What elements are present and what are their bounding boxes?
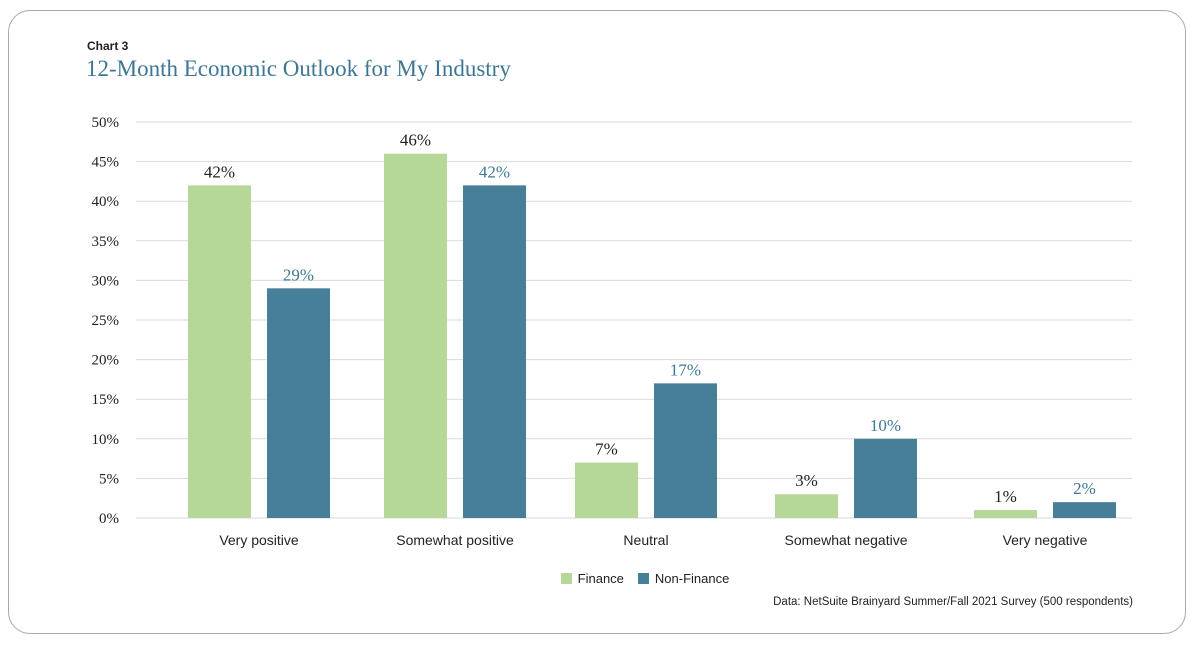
legend-label-finance: Finance	[577, 571, 624, 586]
bar-non-finance-somewhat-negative	[854, 438, 917, 518]
y-axis-ticks: 0% 5% 10% 15% 20% 25% 30% 35% 40% 45% 50%	[92, 115, 120, 527]
data-label-finance-somewhat-positive: 46%	[400, 131, 431, 150]
bar-finance-neutral	[575, 462, 638, 518]
legend-swatch-non-finance	[637, 573, 649, 584]
data-label-finance-very-negative: 1%	[994, 487, 1017, 506]
legend-swatch-finance	[560, 573, 572, 584]
bar-non-finance-very-negative	[1053, 502, 1116, 518]
y-tick-label: 5%	[99, 471, 119, 487]
bar-non-finance-somewhat-positive	[463, 185, 526, 519]
y-tick-label: 40%	[92, 194, 120, 210]
bar-non-finance-very-positive	[267, 288, 330, 518]
x-tick-label-somewhat-positive: Somewhat positive	[396, 532, 514, 548]
y-tick-label: 20%	[92, 353, 120, 369]
data-label-non-finance-very-positive: 29%	[283, 265, 314, 284]
source-note: Data: NetSuite Brainyard Summer/Fall 202…	[773, 596, 1133, 608]
y-tick-label: 10%	[92, 432, 120, 448]
data-label-finance-very-positive: 42%	[204, 162, 235, 181]
y-tick-label: 45%	[92, 155, 120, 171]
data-label-finance-somewhat-negative: 3%	[795, 471, 818, 490]
data-label-non-finance-somewhat-negative: 10%	[870, 416, 901, 435]
bar-finance-somewhat-positive	[384, 153, 447, 518]
legend-item-non-finance: Non-Finance	[637, 571, 730, 586]
bars	[188, 153, 1116, 519]
y-tick-label: 15%	[92, 392, 120, 408]
y-tick-label: 30%	[92, 273, 120, 289]
chart-kicker: Chart 3	[87, 39, 129, 53]
data-labels: 42% 29% 46% 42% 7% 17% 3% 10% 1% 2%	[204, 131, 1096, 506]
legend-label-non-finance: Non-Finance	[654, 571, 730, 586]
y-tick-label: 0%	[99, 511, 119, 527]
x-axis-ticks: Very positive Somewhat positive Neutral Som…	[219, 532, 1087, 548]
bar-finance-very-negative	[974, 510, 1037, 518]
legend-item-finance: Finance	[560, 571, 624, 586]
x-tick-label-very-negative: Very negative	[1003, 532, 1088, 548]
data-label-non-finance-neutral: 17%	[670, 360, 701, 379]
y-tick-label: 50%	[92, 115, 120, 131]
chart-title: 12-Month Economic Outlook for My Industr…	[86, 56, 511, 81]
y-tick-label: 35%	[92, 234, 120, 250]
chart-legend: Finance Non-Finance	[0, 571, 1200, 586]
x-tick-label-neutral: Neutral	[623, 532, 668, 548]
x-tick-label-very-positive: Very positive	[219, 532, 299, 548]
data-label-finance-neutral: 7%	[595, 440, 618, 459]
y-tick-label: 25%	[92, 313, 120, 329]
x-tick-label-somewhat-negative: Somewhat negative	[785, 532, 908, 548]
bar-finance-very-positive	[188, 185, 251, 519]
data-label-non-finance-somewhat-positive: 42%	[479, 162, 510, 181]
bar-finance-somewhat-negative	[775, 494, 838, 518]
bar-non-finance-neutral	[654, 383, 717, 518]
data-label-non-finance-very-negative: 2%	[1073, 479, 1096, 498]
